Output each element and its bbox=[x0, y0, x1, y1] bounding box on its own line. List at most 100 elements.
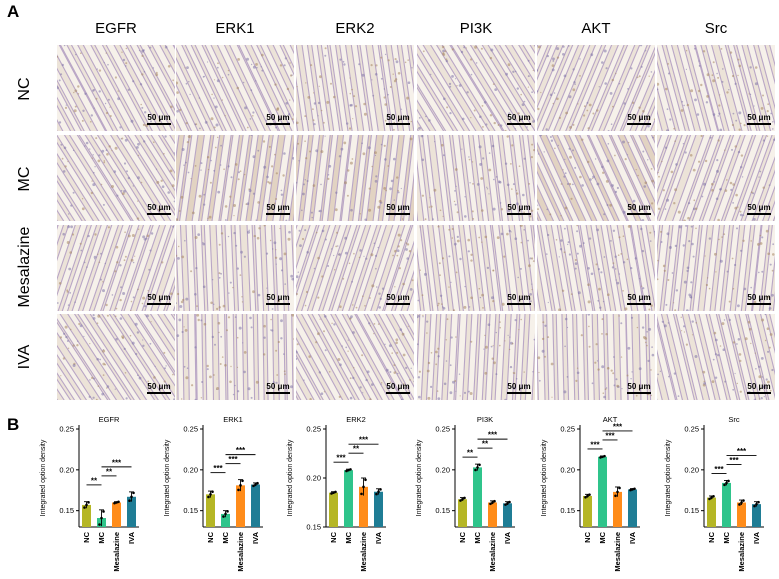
scale-bar: 50 μm bbox=[507, 203, 531, 215]
y-tick-label: 0.25 bbox=[306, 425, 321, 434]
x-tick-label: MC bbox=[598, 531, 607, 543]
bar-nc bbox=[329, 492, 338, 527]
x-tick-label: Mesalazine bbox=[613, 532, 622, 572]
y-axis-label: Integrated option density bbox=[287, 439, 294, 516]
scale-bar: 50 μm bbox=[627, 382, 651, 394]
chart-egfr: EGFR Integrated option density 0.15 0.20 0.2… bbox=[35, 415, 145, 575]
data-point bbox=[742, 499, 745, 502]
scale-bar-line bbox=[627, 392, 651, 394]
scale-bar: 50 μm bbox=[386, 293, 410, 305]
significance-label: *** bbox=[737, 447, 747, 456]
ihc-image-mc-akt: 50 μm bbox=[537, 135, 655, 221]
scale-bar-label: 50 μm bbox=[747, 203, 771, 212]
bar-nc bbox=[206, 494, 215, 527]
bar-iva bbox=[251, 484, 260, 527]
y-tick-label: 0.15 bbox=[183, 506, 198, 515]
bar-nc bbox=[707, 497, 716, 527]
data-point bbox=[332, 491, 335, 494]
data-point bbox=[708, 497, 711, 501]
ihc-image-mesalazine-erk2: 50 μm bbox=[296, 225, 414, 311]
x-tick-label: Mesalazine bbox=[488, 532, 497, 572]
data-point bbox=[377, 490, 380, 494]
scale-bar-label: 50 μm bbox=[627, 293, 651, 302]
bar-mc bbox=[344, 470, 353, 527]
data-point bbox=[478, 463, 481, 467]
scale-bar: 50 μm bbox=[747, 113, 771, 125]
y-tick-label: 0.15 bbox=[435, 506, 450, 515]
data-point bbox=[723, 483, 726, 487]
panel-b-label: B bbox=[7, 415, 20, 434]
x-tick-label: IVA bbox=[251, 531, 260, 544]
ihc-image-mc-erk1: 50 μm bbox=[176, 135, 294, 221]
data-point bbox=[239, 484, 242, 487]
data-point bbox=[132, 491, 135, 495]
ihc-image-iva-akt: 50 μm bbox=[537, 314, 655, 400]
scale-bar-line bbox=[627, 213, 651, 215]
x-tick-label: NC bbox=[206, 531, 215, 542]
scale-bar: 50 μm bbox=[507, 113, 531, 125]
x-tick-label: IVA bbox=[374, 531, 383, 544]
scale-bar-line bbox=[507, 392, 531, 394]
data-point bbox=[379, 488, 382, 491]
scale-bar: 50 μm bbox=[266, 203, 290, 215]
x-tick-label: IVA bbox=[752, 531, 761, 544]
data-point bbox=[740, 501, 743, 504]
ihc-image-mesalazine-src: 50 μm bbox=[657, 225, 775, 311]
bar-mc bbox=[722, 482, 731, 527]
data-point bbox=[463, 496, 466, 500]
scale-bar-label: 50 μm bbox=[386, 382, 410, 391]
data-point bbox=[508, 500, 511, 504]
ihc-image-nc-erk1: 50 μm bbox=[176, 45, 294, 131]
scale-bar-line bbox=[627, 303, 651, 305]
scale-bar-line bbox=[147, 123, 171, 125]
y-axis-label: Integrated option density bbox=[416, 439, 423, 516]
data-point bbox=[252, 484, 255, 488]
scale-bar-line bbox=[266, 303, 290, 305]
y-tick-label: 0.15 bbox=[560, 506, 575, 515]
ihc-image-mc-pi3k: 50 μm bbox=[417, 135, 535, 221]
y-tick-label: 0.20 bbox=[306, 474, 321, 483]
bar-mc bbox=[473, 467, 482, 527]
scale-bar-label: 50 μm bbox=[507, 382, 531, 391]
significance-label: *** bbox=[228, 455, 238, 464]
bar-mesalazine bbox=[737, 502, 746, 527]
data-point bbox=[493, 499, 496, 503]
data-point bbox=[237, 488, 240, 492]
y-tick-label: 0.20 bbox=[435, 465, 450, 474]
data-point bbox=[117, 500, 120, 504]
scale-bar-line bbox=[386, 213, 410, 215]
scale-bar-line bbox=[747, 303, 771, 305]
ihc-image-nc-pi3k: 50 μm bbox=[417, 45, 535, 131]
scale-bar-label: 50 μm bbox=[507, 203, 531, 212]
ihc-image-mc-erk2: 50 μm bbox=[296, 135, 414, 221]
bar-iva bbox=[752, 504, 761, 527]
x-tick-label: Mesalazine bbox=[236, 532, 245, 572]
scale-bar: 50 μm bbox=[386, 113, 410, 125]
scale-bar-line bbox=[747, 123, 771, 125]
y-tick-label: 0.20 bbox=[684, 465, 699, 474]
data-point bbox=[489, 502, 492, 506]
scale-bar-label: 50 μm bbox=[386, 203, 410, 212]
scale-bar-line bbox=[507, 303, 531, 305]
bar-mc bbox=[598, 456, 607, 527]
y-tick-label: 0.25 bbox=[435, 425, 450, 434]
bar-iva bbox=[628, 489, 637, 527]
ihc-image-nc-akt: 50 μm bbox=[537, 45, 655, 131]
scale-bar: 50 μm bbox=[266, 113, 290, 125]
data-point bbox=[222, 515, 225, 518]
data-point bbox=[362, 485, 365, 489]
significance-label: *** bbox=[605, 431, 615, 440]
ihc-image-iva-egfr: 50 μm bbox=[57, 314, 175, 400]
ihc-image-iva-pi3k: 50 μm bbox=[417, 314, 535, 400]
significance-label: *** bbox=[359, 436, 369, 445]
data-point bbox=[128, 499, 131, 503]
data-point bbox=[256, 481, 259, 485]
x-tick-label: NC bbox=[82, 531, 91, 542]
significance-label: *** bbox=[729, 456, 739, 465]
x-tick-label: Mesalazine bbox=[737, 532, 746, 572]
significance-label: *** bbox=[590, 440, 600, 449]
data-point bbox=[364, 478, 367, 482]
y-tick-label: 0.15 bbox=[684, 506, 699, 515]
bar-iva bbox=[127, 496, 136, 527]
y-axis-label: Integrated option density bbox=[541, 439, 548, 516]
